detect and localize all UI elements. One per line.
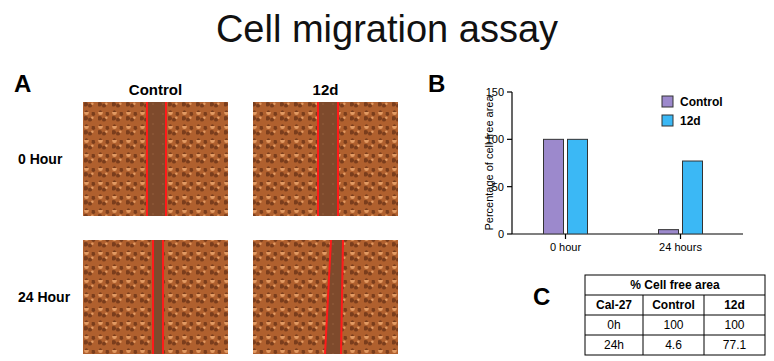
y-tick [507, 186, 512, 187]
legend-label: 12d [680, 114, 701, 128]
gap-edge [325, 240, 331, 354]
row-label: 0 Hour [18, 151, 63, 167]
panel-label: A [14, 70, 31, 97]
y-axis-label: Percentage of cell free area [483, 95, 495, 231]
table-border [585, 275, 765, 355]
x-tick-label: 0 hour [550, 241, 582, 253]
bars [544, 139, 703, 234]
legend-swatch [662, 115, 673, 126]
row-label: 24 Hour [18, 289, 71, 305]
table-cell: 0h [607, 318, 620, 332]
y-tick-label: 0 [498, 228, 504, 240]
gap-edge [317, 102, 319, 216]
column-label: 12d [313, 81, 339, 98]
micrograph-image [253, 102, 398, 216]
axes: 050100150Percentage of cell free area0 h… [483, 86, 743, 253]
table-title: % Cell free area [630, 278, 720, 292]
micrograph [253, 102, 398, 216]
wound-gap [325, 240, 343, 354]
figure: Cell migration assay A Control 12d 0 Hour 24 … [0, 0, 774, 361]
micrograph-image [253, 240, 398, 354]
legend: Control 12d [662, 95, 723, 128]
y-axis-line [511, 92, 512, 234]
table-rule [585, 295, 765, 296]
panel-label: C [533, 283, 550, 310]
table-cell: 77.1 [723, 338, 747, 352]
bar [659, 230, 679, 234]
bar [568, 139, 588, 234]
micrograph [253, 240, 398, 354]
micrograph [83, 240, 228, 354]
x-tick-label: 24 hours [659, 241, 702, 253]
gap-edge [162, 240, 164, 354]
figure-title: Cell migration assay [216, 8, 558, 50]
figure-canvas: Cell migration assay A Control 12d 0 Hour 24 … [0, 0, 774, 361]
bar [544, 139, 564, 234]
y-tick [507, 139, 512, 140]
gap-edge [337, 102, 339, 216]
table-rule [585, 335, 765, 336]
gap-edge [341, 240, 343, 354]
x-tick [680, 234, 681, 239]
wound-gap [153, 240, 163, 354]
wound-gap [318, 102, 338, 216]
panel-label: B [428, 70, 445, 97]
table-rule [704, 295, 705, 355]
legend-label: Control [680, 95, 723, 109]
table-cell: 4.6 [665, 338, 682, 352]
table-rule [585, 315, 765, 316]
legend-swatch [662, 96, 673, 107]
table-header-cell: 12d [724, 298, 745, 312]
table-header-cell: Control [652, 298, 695, 312]
table-cell: 100 [663, 318, 683, 332]
y-tick [507, 233, 512, 234]
table: % Cell free area Cal-27 Control 12d 0h 100 100… [585, 275, 765, 355]
gap-edge [146, 102, 148, 216]
bar [683, 161, 703, 234]
table-rule [643, 295, 644, 355]
y-tick [507, 91, 512, 92]
micrograph-image [83, 102, 228, 216]
table-cell: 24h [604, 338, 624, 352]
micrograph-image [83, 240, 228, 354]
x-tick [565, 234, 566, 239]
table-header-cell: Cal-27 [596, 298, 632, 312]
wound-gap [147, 102, 166, 216]
gap-edge [165, 102, 167, 216]
column-label: Control [129, 81, 182, 98]
gap-edge [152, 240, 154, 354]
table-cell: 100 [724, 318, 744, 332]
micrograph [83, 102, 228, 216]
